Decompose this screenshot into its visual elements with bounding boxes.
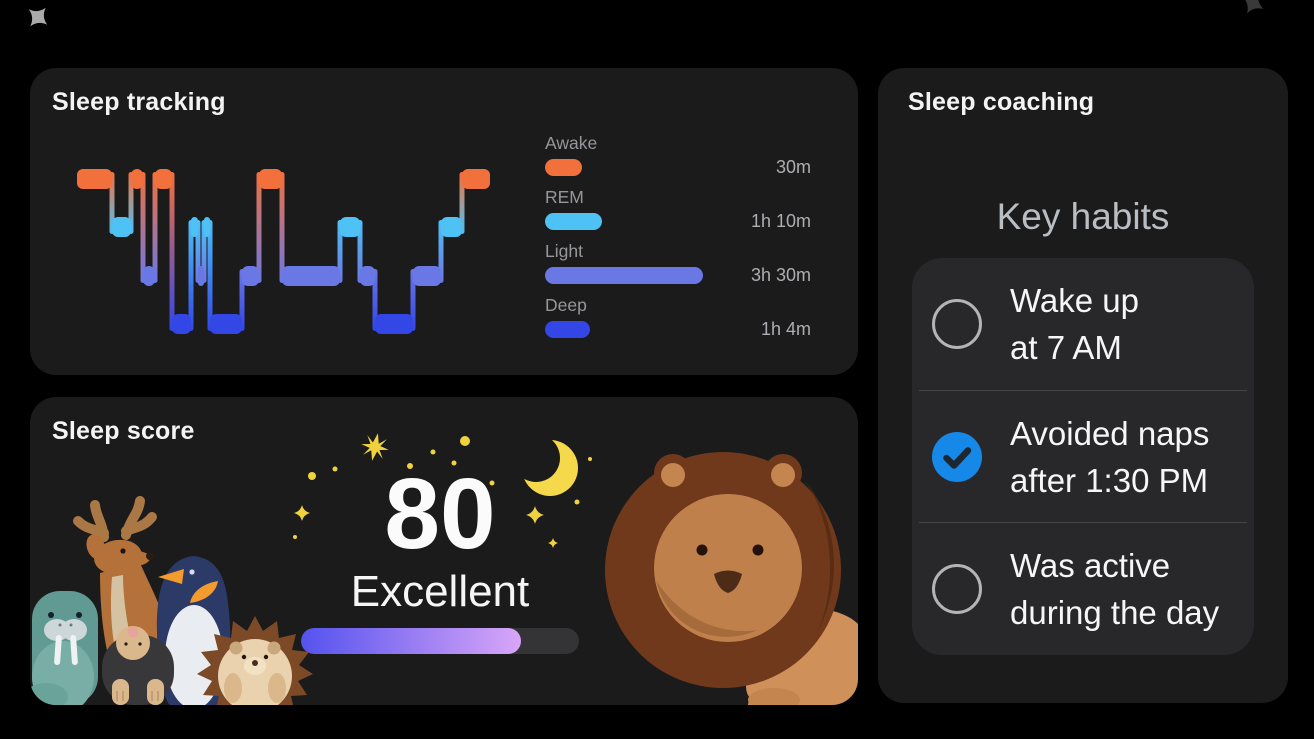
hypnogram-transition [239,269,245,331]
hypnogram-segment-rem [441,217,462,237]
key-habits-heading: Key habits [996,196,1170,237]
legend-duration-value: 3h 30m [750,264,811,285]
hypnogram-transition [357,220,363,283]
sparkle-icon [28,7,48,27]
sleep-score-title: Sleep score [52,417,195,445]
habit-divider [919,389,1247,391]
hypnogram-transition [109,172,115,234]
hypnogram-transition [207,220,213,331]
hypnogram-segment-awake [462,169,490,189]
hypnogram-transition [438,220,444,283]
sleep-tracking-title: Sleep tracking [52,88,226,116]
hypnogram-segment-awake [259,169,282,189]
hypnogram-segment-awake [131,169,143,189]
legend-row-light: Light 3h 30m [545,241,811,285]
legend-duration-value: 1h 10m [750,210,811,231]
legend-row-deep: Deep 1h 4m [545,295,811,339]
sleep-score-value: 80 [384,458,496,570]
hypnogram-transition [188,220,194,331]
legend-duration-value: 30m [775,156,811,177]
hypnogram-segment-rem [204,217,210,237]
legend-duration-bar [545,212,602,230]
habit-row-2[interactable]: Avoided naps after 1:30 PM [912,391,1254,523]
legend-row-rem: REM 1h 10m [545,187,811,231]
habit-checkbox-checked-icon[interactable] [932,431,982,482]
habit-row-1[interactable]: Wake up at 7 AM [912,258,1254,390]
legend-label: REM [545,187,584,207]
habit-checkbox-unchecked-icon[interactable] [932,298,982,349]
walrus-illustration [30,591,98,705]
hypnogram-transition [169,172,175,331]
sleep-score-card[interactable]: Sleep score 80 Excellent [30,397,858,705]
legend-duration-bar [545,158,582,176]
sleep-score-progress-fill [301,628,521,654]
sleep-stage-legend: Awake 30m REM 1h 10m Light 3h 30m Deep 1h 4m [545,134,811,350]
legend-label: Deep [545,295,587,315]
hypnogram-transition [372,269,378,331]
hypnogram-segment-light [360,266,375,286]
sparkle-icon [1242,0,1264,14]
habit-checkbox-unchecked-icon[interactable] [932,564,982,615]
lion-illustration [605,452,858,705]
hypnogram-segment-deep [210,314,242,334]
habit-row-3[interactable]: Was active during the day [912,523,1254,655]
legend-duration-bar [545,266,703,284]
hypnogram-segment-light [198,266,204,286]
hypnogram-transition [410,269,416,331]
hypnogram-transition [337,220,343,283]
hypnogram-segment-rem [340,217,360,237]
hypnogram-segment-rem [191,217,198,237]
hypnogram-segment-light [242,266,259,286]
hypnogram-segment-awake [77,169,112,189]
sleep-coaching-card[interactable]: Sleep coaching Key habits Wake up at 7 AM… [878,68,1288,703]
hypnogram-segment-awake [155,169,172,189]
hedgehog-illustration [197,616,313,705]
sleep-tracking-card[interactable]: Sleep tracking Awake 30m REM 1h 10m Light 3h … [30,68,858,375]
hypnogram-segment-deep [172,314,191,334]
sleeping-animals-illustration [30,496,313,705]
legend-label: Awake [545,133,598,153]
habit-label: Was active during the day [1010,547,1220,632]
hypnogram-segment-deep [375,314,413,334]
sleep-score-rating: Excellent [350,567,530,616]
hypnogram-segment-light [143,266,155,286]
hypnogram-transition [152,172,158,283]
legend-label: Light [545,241,583,261]
legend-row-awake: Awake 30m [545,133,811,177]
key-habits-panel: Wake up at 7 AM Avoided naps after 1:30 PM W… [912,258,1254,655]
sleep-coaching-title: Sleep coaching [908,88,1095,116]
hypnogram-segment-light [282,266,340,286]
hypnogram-transition [128,172,134,234]
sleep-score-progress-bar [301,628,579,654]
hypnogram-segment-rem [112,217,131,237]
hypnogram-transition [459,172,465,234]
habit-label: Wake up at 7 AM [1010,281,1140,366]
legend-duration-value: 1h 4m [760,318,811,339]
hypnogram-segment-light [413,266,441,286]
hypnogram-transition [256,172,262,283]
legend-duration-bar [545,320,590,338]
habit-label: Avoided naps after 1:30 PM [1010,414,1210,499]
mole-illustration [102,626,174,705]
hypnogram-transition [279,172,285,283]
habit-divider [919,522,1247,524]
hypnogram-transition [140,172,146,283]
hypnogram-chart [77,169,490,334]
